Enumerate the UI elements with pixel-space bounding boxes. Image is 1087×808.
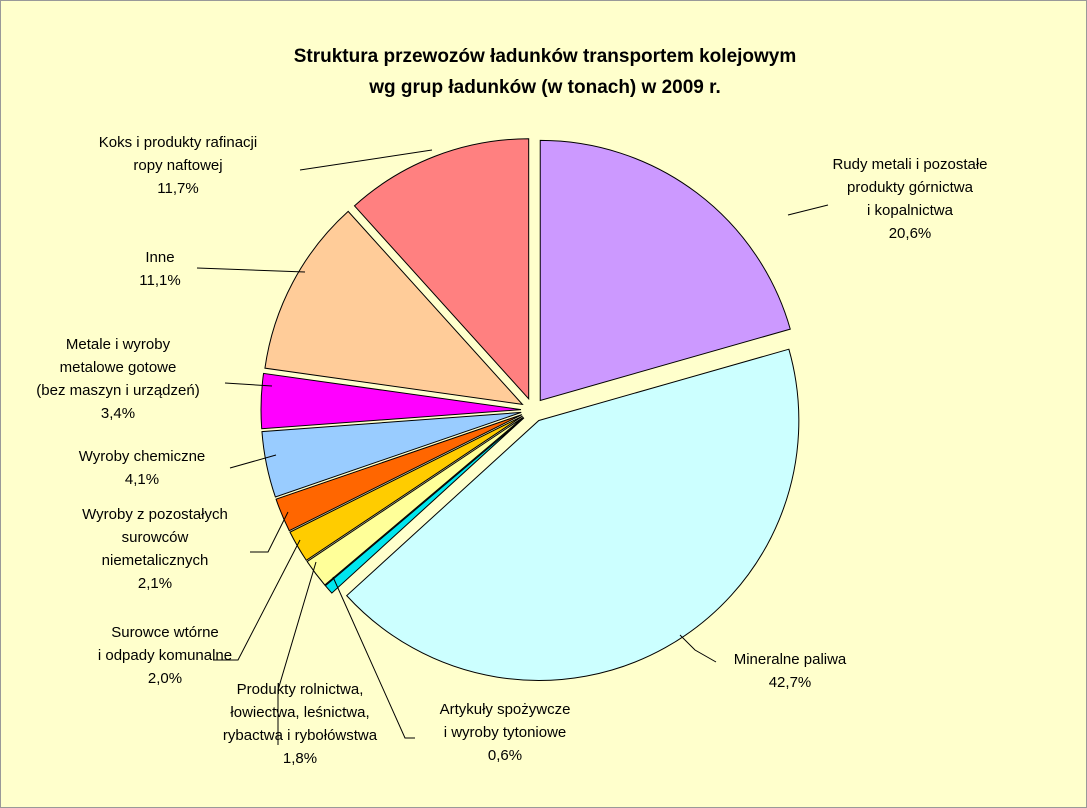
slice-label: Wyroby chemiczne xyxy=(79,448,206,465)
pie-slice xyxy=(324,417,525,594)
slice-label: Mineralne paliwa xyxy=(734,651,847,668)
slice-label: produkty górnictwa xyxy=(847,179,974,196)
slice-label: i kopalnictwa xyxy=(867,202,954,219)
slice-label: i wyroby tytoniowe xyxy=(444,724,567,741)
pie-slice xyxy=(353,138,530,401)
pie-slice xyxy=(275,414,523,532)
pie-slice xyxy=(261,411,522,498)
chart-title: wg grup ładunków (w tonach) w 2009 r. xyxy=(368,77,721,98)
value-label: 11,7% xyxy=(157,180,198,197)
slice-label: Wyroby z pozostałych xyxy=(82,506,228,523)
slice-label: Inne xyxy=(145,249,174,266)
slice-label: i odpady komunalne xyxy=(98,647,232,664)
leader-line xyxy=(213,539,301,661)
leader-line xyxy=(196,267,306,273)
slice-label: rybactwa i rybołówstwa xyxy=(223,727,378,744)
slice-label: (bez maszyn i urządzeń) xyxy=(36,382,199,399)
chart-title: Struktura przewozów ładunków transportem… xyxy=(294,46,797,67)
leader-line xyxy=(224,382,273,387)
slice-label: Koks i produkty rafinacji xyxy=(99,134,257,151)
pie-slice xyxy=(264,210,524,406)
slice-label: Surowce wtórne xyxy=(111,624,219,641)
pie-slice xyxy=(345,348,800,681)
value-label: 11,1% xyxy=(139,272,180,289)
slice-label: Metale i wyroby xyxy=(66,336,171,353)
value-label: 3,4% xyxy=(101,405,135,422)
value-label: 42,7% xyxy=(769,674,812,691)
slice-label: niemetalicznych xyxy=(102,552,209,569)
value-label: 1,8% xyxy=(283,750,317,767)
pie-slice xyxy=(289,415,523,562)
slice-label: łowiectwa, leśnictwa, xyxy=(230,704,369,721)
value-label: 0,6% xyxy=(488,747,522,764)
value-label: 2,1% xyxy=(138,575,172,592)
slice-label: surowców xyxy=(122,529,189,546)
slice-label: Rudy metali i pozostałe xyxy=(832,156,987,173)
leader-line xyxy=(787,204,829,216)
leader-line xyxy=(332,576,415,739)
value-label: 20,6% xyxy=(889,225,932,242)
leader-line xyxy=(679,634,717,663)
pie-slice xyxy=(306,416,524,586)
leader-line xyxy=(299,149,433,171)
value-label: 4,1% xyxy=(125,471,159,488)
slice-label: ropy naftowej xyxy=(133,157,222,174)
pie-slice xyxy=(260,372,522,430)
leader-line xyxy=(250,511,289,553)
leader-line xyxy=(277,561,317,745)
slice-label: Produkty rolnictwa, xyxy=(237,681,364,698)
leader-line xyxy=(229,454,277,469)
slice-label: Artykuły spożywcze xyxy=(440,701,571,718)
slice-label: metalowe gotowe xyxy=(60,359,177,376)
value-label: 2,0% xyxy=(148,670,182,687)
pie-slice xyxy=(539,139,791,402)
